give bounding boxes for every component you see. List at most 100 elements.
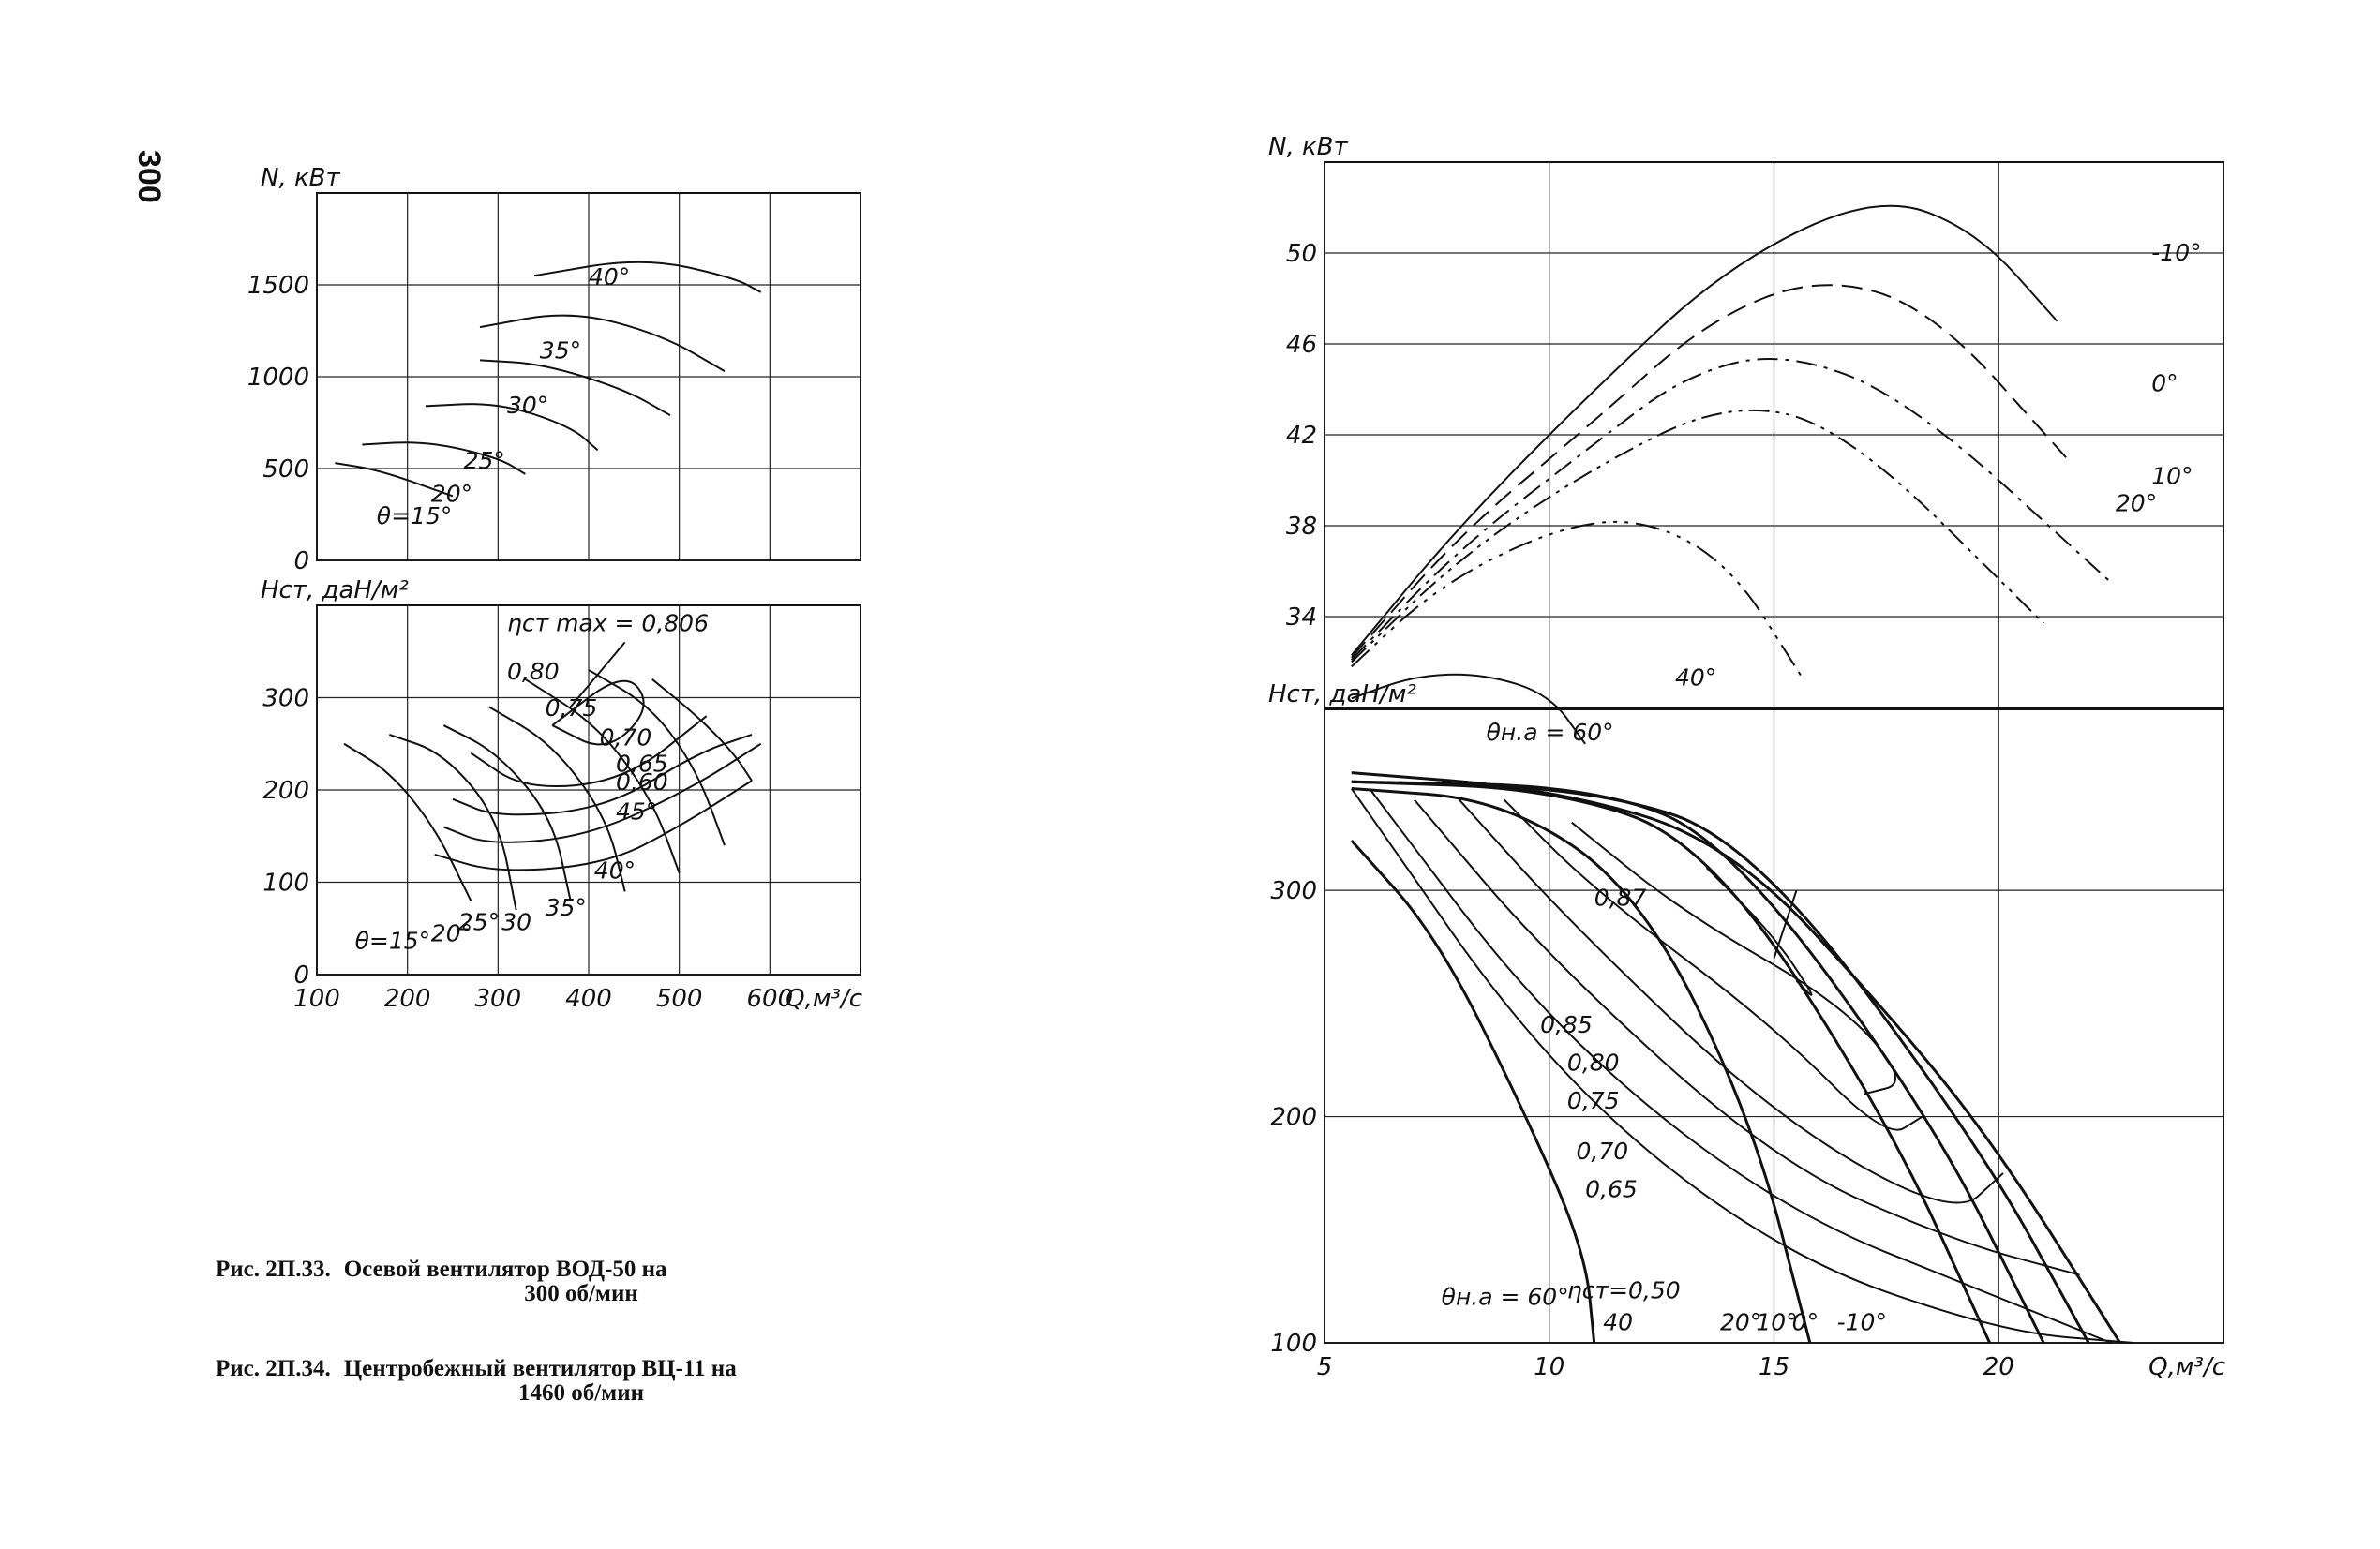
x-tick-label: 400 <box>565 985 612 1013</box>
fig-2p34-pressure-chart: 100 200 300 5 10 15 20 Hст, даН/м² Q,м³/с θн.а = … <box>1268 680 2225 1381</box>
curve-label: 40° <box>1675 664 1716 692</box>
curve-label: 0° <box>2151 369 2178 396</box>
series-curve <box>1705 867 1813 996</box>
curve-label: 20° <box>1720 1308 1761 1335</box>
caption-fig-2p34-prefix: Рис. 2П.34. <box>216 1356 331 1381</box>
series-curve <box>1571 821 1896 1095</box>
series-curve <box>1414 798 2080 1276</box>
series-curve <box>1350 840 1596 1344</box>
curve-label: 40 <box>1603 1308 1633 1335</box>
y-tick-label: 0 <box>293 961 309 990</box>
y-tick-label: 0 <box>293 547 309 575</box>
curve-label: 40° <box>594 857 636 885</box>
y-tick-label: 500 <box>262 455 309 484</box>
y-tick-label: 34 <box>1286 603 1317 632</box>
caption-fig-2p33-text: Осевой вентилятор ВОД-50 на <box>343 1257 667 1282</box>
curve-label: θ=15° <box>355 927 431 954</box>
y-tick-label: 46 <box>1286 331 1317 359</box>
series-curve <box>442 742 762 843</box>
series-curve <box>1773 889 1798 959</box>
series-curve <box>1351 673 1586 745</box>
y-axis-label: Hст, даН/м² <box>1268 680 1416 708</box>
series-curve <box>1351 787 1812 1344</box>
fig-2p34-power-chart: 34 38 42 46 50 N, кВт -10° 0° 10°20° 40° θн.а = 60… <box>1268 133 2224 746</box>
series-curve <box>425 403 599 452</box>
x-tick-label: 20 <box>1983 1353 2014 1381</box>
curve-label: 25° <box>464 447 505 474</box>
series-curve <box>524 678 681 873</box>
curve-label: 30° <box>507 392 548 419</box>
curve-label: θн.а = 60° <box>1487 719 1614 746</box>
curve-label: 30 <box>501 909 531 936</box>
series-curve <box>470 715 708 788</box>
curve-label: 0,80 <box>507 658 560 685</box>
series-curve <box>651 678 753 782</box>
series-curve <box>533 261 762 293</box>
curve-label: 45° <box>616 798 657 826</box>
x-axis-label: Q,м³/с <box>786 985 862 1013</box>
curve-label: 0,87 <box>1594 885 1647 912</box>
y-tick-label: 38 <box>1286 513 1317 541</box>
curve-label: θ=15° <box>377 502 453 529</box>
y-axis-label: Hст, даН/м² <box>261 576 409 604</box>
x-tick-label: 15 <box>1759 1353 1789 1381</box>
caption-fig-2p33: Рис. 2П.33. Осевой вентилятор ВОД-50 на … <box>216 1258 928 1306</box>
x-axis-label: Q,м³/с <box>2148 1353 2225 1381</box>
curve-label: 10° <box>1756 1308 1797 1335</box>
series-curve <box>1351 284 2067 659</box>
y-axis-label: N, кВт <box>1268 133 1349 161</box>
series-curve <box>1351 780 2045 1344</box>
y-tick-label: 42 <box>1286 422 1317 450</box>
x-tick-label: 600 <box>747 985 794 1013</box>
curve-label: 0,60 <box>616 768 668 796</box>
curve-label: 0,85 <box>1540 1011 1593 1038</box>
series-curve <box>335 462 454 498</box>
curve-label: 0,65 <box>1585 1176 1638 1203</box>
x-tick-label: 500 <box>656 985 703 1013</box>
caption-fig-2p34-text: Центробежный вентилятор ВЦ-11 на <box>343 1356 737 1381</box>
curve-label: 0,75 <box>1567 1087 1620 1114</box>
series-curve <box>1351 409 2044 663</box>
x-tick-label: 200 <box>384 985 431 1013</box>
curve-label: -10° <box>2151 239 2201 266</box>
y-tick-label: 300 <box>1270 877 1317 905</box>
series-curve <box>434 780 753 871</box>
y-tick-label: 200 <box>1270 1104 1317 1132</box>
x-tick-label: 10 <box>1534 1353 1564 1381</box>
series-curve <box>1369 787 2112 1344</box>
fig-2p33-power-chart: 0 500 1000 1500 N, кВт θ=15°20° 25° 30° 35° 40° <box>247 164 861 575</box>
curve-label: 0,70 <box>600 724 652 752</box>
series-curve <box>1351 780 2090 1344</box>
y-tick-label: 50 <box>1286 240 1317 268</box>
series-curve <box>1504 798 1923 1131</box>
caption-fig-2p33-prefix: Рис. 2П.33. <box>216 1257 331 1282</box>
series-curve <box>1350 787 2134 1344</box>
curve-label: 20° <box>431 480 472 507</box>
series-curve <box>479 314 726 372</box>
y-tick-label: 100 <box>1270 1330 1317 1358</box>
series-curve <box>343 742 472 901</box>
curve-label: 10° <box>2151 462 2193 489</box>
curve-label: θн.а = 60° <box>1442 1283 1569 1310</box>
curve-label: 20° <box>2116 489 2157 516</box>
caption-fig-2p34-line2: 1460 об/мин <box>517 1380 645 1406</box>
curve-label: 35° <box>540 336 581 364</box>
y-tick-label: 200 <box>262 777 309 805</box>
curve-label: -10° <box>1837 1308 1887 1335</box>
y-tick-label: 100 <box>262 870 309 898</box>
series-curve <box>1351 771 2121 1344</box>
series-curve <box>452 733 753 816</box>
curve-label: 0° <box>1792 1308 1819 1335</box>
series-curve <box>442 724 572 901</box>
series-curve <box>1351 204 2058 656</box>
series-curve <box>1459 798 2004 1204</box>
y-tick-label: 300 <box>262 685 309 713</box>
curve-label: 40° <box>589 263 630 290</box>
x-tick-label: 100 <box>293 985 340 1013</box>
curve-label: ηст=0,50 <box>1567 1277 1681 1304</box>
series-curve <box>569 641 626 707</box>
series-curve <box>479 359 671 417</box>
